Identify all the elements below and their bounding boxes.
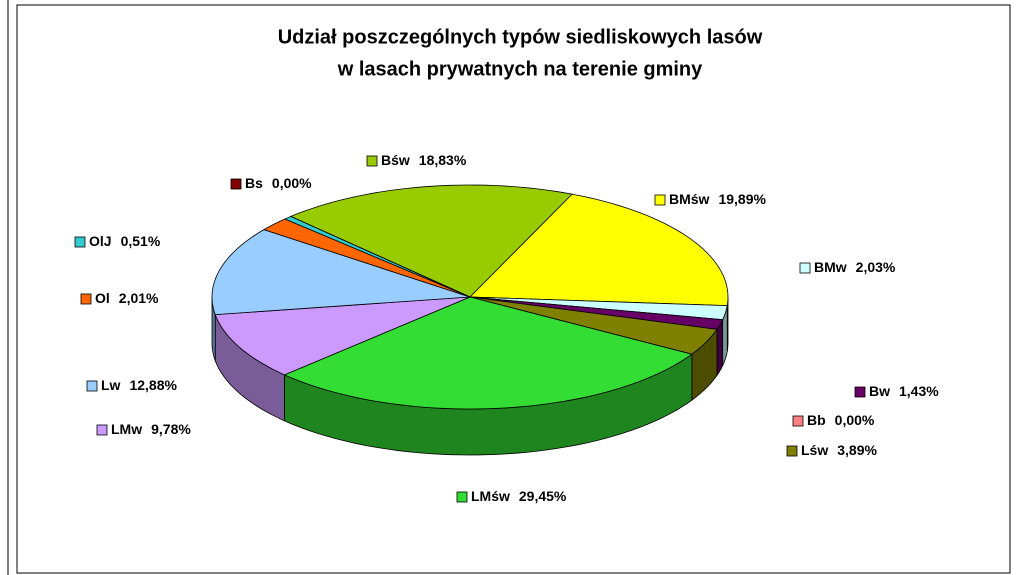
data-label: Lśw 3,89% bbox=[801, 442, 877, 458]
data-label-value: 0,51% bbox=[121, 233, 161, 249]
pie-slice bbox=[289, 184, 573, 298]
pie-slice bbox=[211, 229, 471, 316]
data-label-category: Bs bbox=[245, 175, 263, 191]
legend-swatch bbox=[366, 155, 378, 167]
data-label-value: 0,00% bbox=[835, 412, 875, 428]
data-label-value: 18,83% bbox=[419, 152, 467, 168]
data-label-value: 2,01% bbox=[119, 290, 159, 306]
pie-slice bbox=[214, 296, 471, 376]
legend-swatch bbox=[456, 491, 468, 503]
chart-title: Udział poszczególnych typów siedliskowyc… bbox=[278, 26, 763, 48]
data-label-category: Bw bbox=[869, 383, 890, 399]
data-label-category: OlJ bbox=[89, 233, 112, 249]
data-label-category: Ol bbox=[95, 290, 110, 306]
data-label-category: Lśw bbox=[801, 442, 828, 458]
pie-slice bbox=[283, 296, 693, 410]
data-label: BMśw 19,89% bbox=[669, 191, 766, 207]
data-label-category: Bb bbox=[807, 412, 826, 428]
legend-swatch bbox=[230, 178, 242, 190]
data-label-value: 0,00% bbox=[272, 175, 312, 191]
data-label: Bs 0,00% bbox=[245, 175, 312, 191]
data-label-value: 12,88% bbox=[129, 377, 177, 393]
data-label-value: 2,03% bbox=[856, 259, 896, 275]
data-label: Ol 2,01% bbox=[95, 290, 159, 306]
data-label: OlJ 0,51% bbox=[89, 233, 161, 249]
data-label-category: Lw bbox=[101, 377, 121, 393]
data-label: Bw 1,43% bbox=[869, 383, 939, 399]
legend-swatch bbox=[654, 194, 666, 206]
data-label-category: Bśw bbox=[381, 152, 410, 168]
legend-swatch bbox=[792, 415, 804, 427]
data-label-category: LMw bbox=[111, 421, 142, 437]
legend-swatch bbox=[80, 293, 92, 305]
legend-swatch bbox=[74, 236, 86, 248]
data-label: LMśw 29,45% bbox=[471, 488, 567, 504]
plot-frame bbox=[16, 4, 1011, 574]
data-label-value: 1,43% bbox=[899, 383, 939, 399]
chart-title: w lasach prywatnych na terenie gminy bbox=[337, 58, 703, 80]
legend-swatch bbox=[86, 380, 98, 392]
data-label-category: LMśw bbox=[471, 488, 510, 504]
pie-slice bbox=[469, 193, 729, 307]
legend-swatch bbox=[786, 445, 798, 457]
legend-swatch bbox=[96, 424, 108, 436]
pie-slice bbox=[469, 296, 718, 355]
data-label-category: BMw bbox=[814, 259, 847, 275]
data-label-value: 29,45% bbox=[519, 488, 567, 504]
legend-swatch bbox=[799, 262, 811, 274]
data-label-value: 19,89% bbox=[718, 191, 766, 207]
data-label: Bśw 18,83% bbox=[381, 152, 467, 168]
data-label: LMw 9,78% bbox=[111, 421, 191, 437]
data-label-value: 3,89% bbox=[837, 442, 877, 458]
data-label-category: BMśw bbox=[669, 191, 710, 207]
legend-swatch bbox=[854, 386, 866, 398]
data-label: Lw 12,88% bbox=[101, 377, 177, 393]
data-label: BMw 2,03% bbox=[814, 259, 896, 275]
data-label-value: 9,78% bbox=[151, 421, 191, 437]
data-label: Bb 0,00% bbox=[807, 412, 875, 428]
